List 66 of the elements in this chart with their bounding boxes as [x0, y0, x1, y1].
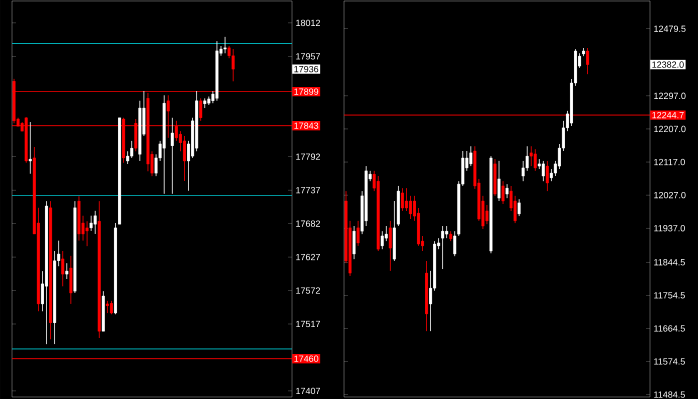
candlestick [352, 226, 356, 260]
y-tick-label: 11574.5 [654, 358, 685, 365]
candlestick [130, 140, 134, 158]
ref-line-label: 17843 [294, 122, 318, 129]
ref-line-label: 17460 [294, 355, 318, 362]
y-tick-label: 17957 [296, 53, 320, 60]
candlestick [110, 300, 113, 315]
candlestick [453, 230, 456, 257]
candlestick [380, 230, 384, 250]
y-tick-label: 12297.0 [654, 92, 686, 99]
candlestick [86, 220, 89, 246]
candlestick [506, 184, 509, 198]
y-tick-label: 12027.0 [654, 192, 686, 198]
candlestick [199, 98, 202, 122]
candlestick [522, 160, 525, 182]
y-tick-label: 17792 [296, 153, 320, 160]
candlestick [441, 226, 444, 270]
candlestick [445, 226, 448, 238]
y-tick-label: 17682 [296, 220, 320, 227]
candlestick [28, 122, 32, 174]
candlestick [534, 148, 537, 172]
candlestick [106, 300, 109, 314]
candlestick [542, 160, 545, 182]
candlestick [182, 136, 186, 182]
y-tick-label: 11937.0 [654, 224, 685, 232]
y-tick-label: 12117.0 [654, 158, 685, 166]
candlestick [469, 146, 472, 166]
candlestick [408, 195, 412, 220]
y-tick-label: 12207.0 [654, 126, 686, 132]
candlestick [400, 188, 404, 212]
candlestick [126, 150, 130, 164]
candlestick [404, 188, 408, 212]
candlestick [61, 250, 64, 287]
candlestick [94, 210, 97, 234]
y-tick-label: 11844.5 [654, 259, 685, 266]
y-tick-label: 17407 [296, 388, 320, 394]
y-tick-label: 17517 [296, 320, 320, 328]
ref-line-label: 12244.7 [652, 112, 684, 118]
candlestick [65, 262, 68, 280]
y-tick-label: 17737 [296, 186, 320, 194]
candlestick [203, 98, 206, 108]
ref-line-label: 17899 [294, 88, 318, 95]
candlestick [518, 198, 521, 216]
text: 17936 [294, 66, 318, 72]
y-tick-label: 11484.5 [654, 391, 685, 398]
y-tick-label: 18012 [296, 20, 320, 26]
candlestick [546, 160, 549, 192]
y-tick-label: 17627 [296, 254, 320, 260]
text: 12382.0 [652, 61, 684, 68]
candlestick [502, 180, 505, 204]
candlestick [449, 230, 452, 242]
y-tick-label: 17572 [296, 287, 320, 294]
candlestick [388, 220, 392, 272]
candlestick [356, 220, 360, 246]
y-tick-label: 11754.5 [654, 292, 685, 298]
candlestick [514, 195, 517, 224]
y-tick-label: 12479.5 [654, 26, 686, 32]
candlestick [170, 117, 174, 194]
candlestick [485, 204, 488, 225]
candlestick [498, 160, 501, 202]
y-tick-label: 11664.5 [654, 325, 685, 332]
candlestick [232, 48, 235, 82]
candlestick [586, 48, 590, 75]
candlestick [90, 215, 93, 232]
candlestick [530, 146, 533, 166]
candlestick [224, 36, 227, 54]
